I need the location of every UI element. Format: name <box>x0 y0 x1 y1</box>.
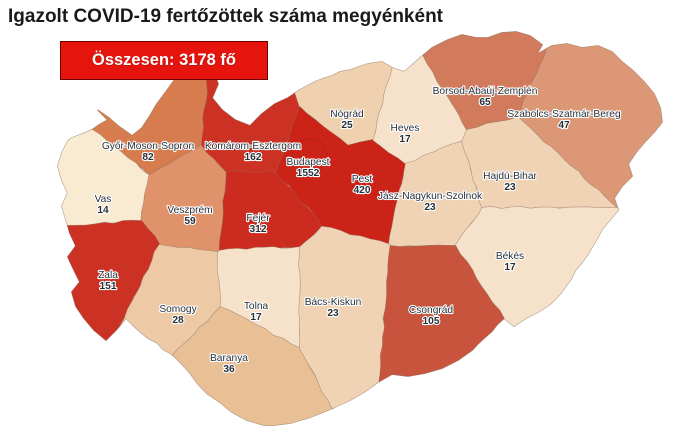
svg-text:Veszprém: Veszprém <box>167 205 212 216</box>
svg-text:Csongrád: Csongrád <box>409 305 454 316</box>
svg-text:Nógrád: Nógrád <box>330 109 364 120</box>
svg-text:47: 47 <box>558 120 570 131</box>
svg-text:17: 17 <box>250 312 262 323</box>
svg-text:Jász-Nagykun-Szolnok: Jász-Nagykun-Szolnok <box>378 191 483 202</box>
svg-text:Szabolcs-Szatmár-Bereg: Szabolcs-Szatmár-Bereg <box>507 109 621 120</box>
svg-text:105: 105 <box>423 316 440 327</box>
svg-text:162: 162 <box>245 152 262 163</box>
svg-text:82: 82 <box>142 152 154 163</box>
svg-text:Fejér: Fejér <box>246 213 270 224</box>
svg-text:Komárom-Esztergom: Komárom-Esztergom <box>205 141 301 152</box>
svg-text:36: 36 <box>223 364 235 375</box>
svg-text:Pest: Pest <box>352 174 373 185</box>
svg-text:Heves: Heves <box>391 123 420 134</box>
svg-text:23: 23 <box>424 202 436 213</box>
svg-text:Baranya: Baranya <box>210 353 248 364</box>
svg-text:Vas: Vas <box>95 194 112 205</box>
svg-text:Békés: Békés <box>496 251 524 262</box>
svg-text:Tolna: Tolna <box>244 301 269 312</box>
svg-text:28: 28 <box>172 315 184 326</box>
svg-text:Borsod-Abaúj-Zemplén: Borsod-Abaúj-Zemplén <box>433 86 538 97</box>
svg-text:59: 59 <box>184 216 196 227</box>
svg-text:23: 23 <box>327 308 339 319</box>
svg-text:17: 17 <box>504 262 516 273</box>
svg-text:Somogy: Somogy <box>159 304 197 315</box>
svg-text:312: 312 <box>250 224 267 235</box>
svg-text:65: 65 <box>479 97 491 108</box>
svg-text:Bács-Kiskun: Bács-Kiskun <box>305 297 362 308</box>
svg-text:Budapest: Budapest <box>286 157 329 168</box>
svg-text:17: 17 <box>399 134 411 145</box>
svg-text:14: 14 <box>97 205 109 216</box>
svg-text:23: 23 <box>504 182 516 193</box>
svg-text:Győr-Moson-Sopron: Győr-Moson-Sopron <box>102 141 194 152</box>
svg-text:420: 420 <box>354 185 371 196</box>
svg-text:Hajdú-Bihar: Hajdú-Bihar <box>483 171 537 182</box>
svg-text:25: 25 <box>341 120 353 131</box>
svg-text:151: 151 <box>100 281 117 292</box>
svg-text:1552: 1552 <box>297 168 320 179</box>
svg-text:Zala: Zala <box>98 270 118 281</box>
